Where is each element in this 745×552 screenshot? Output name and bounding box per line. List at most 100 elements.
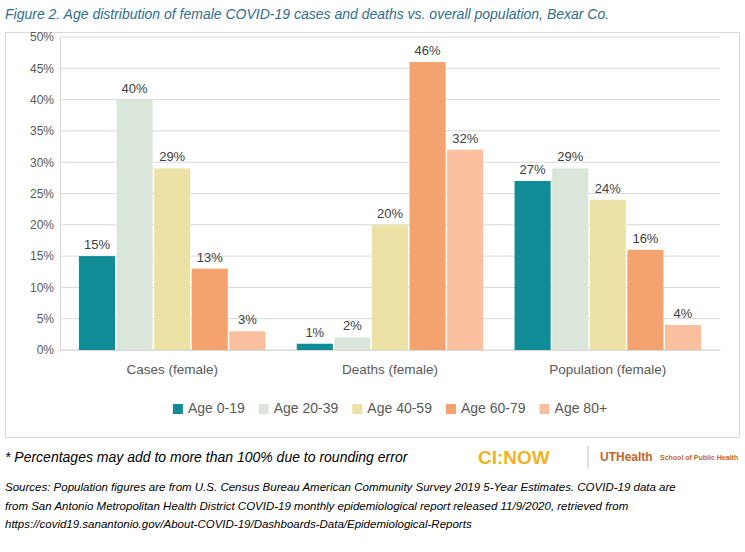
y-tick-label: 40% xyxy=(30,93,54,107)
footnote: * Percentages may add to more than 100% … xyxy=(5,449,409,465)
bar xyxy=(117,100,153,350)
y-tick: 10% xyxy=(30,281,60,295)
bar xyxy=(552,168,588,350)
bar xyxy=(154,168,190,350)
bar-series xyxy=(192,62,664,350)
data-label: 4% xyxy=(674,306,693,321)
logo-text: School of Public Health xyxy=(660,454,738,461)
grid xyxy=(60,37,720,350)
x-tick-label: Population (female) xyxy=(549,362,666,377)
legend-label: Age 80+ xyxy=(555,400,608,416)
source-line: https://covid19.sanantonio.gov/About-COV… xyxy=(5,518,472,530)
bar xyxy=(229,331,265,350)
legend-item: Age 40-59 xyxy=(352,400,432,416)
y-axis: 0% 5% 10% 15% 20% 25% 30% 35% 40% 45% 50% xyxy=(30,30,61,357)
legend-item: Age 80+ xyxy=(540,400,608,416)
x-tick-label: Cases (female) xyxy=(126,362,218,377)
y-tick-label: 50% xyxy=(30,30,54,44)
bar xyxy=(590,200,626,350)
bar xyxy=(372,225,408,350)
grid-line xyxy=(60,130,720,131)
legend-swatch xyxy=(259,404,269,414)
legend-label: Age 40-59 xyxy=(367,400,432,416)
bar xyxy=(192,269,228,350)
bar xyxy=(410,62,446,350)
bar xyxy=(79,256,115,350)
data-label: 40% xyxy=(122,81,148,96)
y-tick-label: 0% xyxy=(37,343,55,357)
legend-swatch xyxy=(173,404,183,414)
y-axis-line xyxy=(60,38,61,351)
y-tick: 50% xyxy=(30,30,60,44)
x-tick: Deaths (female) xyxy=(342,350,438,377)
grid-line xyxy=(60,37,720,38)
x-axis: Cases (female) Deaths (female) Population … xyxy=(61,350,721,377)
data-label: 20% xyxy=(377,206,403,221)
chart-title: Figure 2. Age distribution of female COV… xyxy=(5,6,609,22)
data-label: 27% xyxy=(520,162,546,177)
x-tick: Population (female) xyxy=(549,350,666,377)
source-line: Sources: Population figures are from U.S… xyxy=(5,481,676,493)
legend-label: Age 60-79 xyxy=(461,400,526,416)
data-label: 13% xyxy=(197,250,223,265)
bar xyxy=(297,344,333,350)
logo-text: UTHealth xyxy=(600,450,653,464)
y-tick: 45% xyxy=(30,62,60,76)
data-label: 46% xyxy=(415,43,441,58)
y-tick-label: 35% xyxy=(30,124,54,138)
source-line: from San Antonio Metropolitan Health Dis… xyxy=(5,500,629,512)
bar xyxy=(515,181,551,350)
y-tick-label: 45% xyxy=(30,62,54,76)
y-tick-label: 10% xyxy=(30,281,54,295)
chart-container: Figure 2. Age distribution of female COV… xyxy=(0,0,745,552)
y-tick: 15% xyxy=(30,249,60,263)
y-tick-label: 15% xyxy=(30,249,54,263)
x-tick-label: Deaths (female) xyxy=(342,362,438,377)
bar-series xyxy=(229,150,701,350)
legend-swatch xyxy=(352,404,362,414)
y-tick: 0% xyxy=(37,343,60,357)
legend-item: Age 20-39 xyxy=(259,400,339,416)
bar-series xyxy=(154,168,626,350)
y-tick: 40% xyxy=(30,93,60,107)
legend-item: Age 60-79 xyxy=(446,400,526,416)
grid-line xyxy=(60,68,720,69)
data-label: 15% xyxy=(84,237,110,252)
y-tick: 5% xyxy=(37,312,60,326)
x-tick: Cases (female) xyxy=(126,350,218,377)
data-label: 32% xyxy=(452,131,478,146)
legend-swatch xyxy=(540,404,550,414)
y-tick-label: 25% xyxy=(30,187,54,201)
legend: Age 0-19 Age 20-39 Age 40-59 Age 60-79 Age 8… xyxy=(173,400,607,416)
x-axis-line xyxy=(61,350,721,351)
logo-separator xyxy=(588,446,589,468)
y-tick: 35% xyxy=(30,124,60,138)
y-tick-label: 20% xyxy=(30,218,54,232)
chart-frame xyxy=(6,33,740,438)
bars xyxy=(79,62,701,350)
y-tick: 25% xyxy=(30,187,60,201)
y-tick-label: 5% xyxy=(37,312,55,326)
logo-text: CI:NOW xyxy=(478,447,550,468)
legend-label: Age 20-39 xyxy=(274,400,339,416)
y-tick: 20% xyxy=(30,218,60,232)
data-label: 29% xyxy=(557,149,583,164)
bar xyxy=(627,250,663,350)
y-tick: 30% xyxy=(30,156,60,170)
data-label: 29% xyxy=(159,149,185,164)
grid-line xyxy=(60,99,720,100)
bar xyxy=(447,150,483,350)
legend-item: Age 0-19 xyxy=(173,400,245,416)
bar xyxy=(665,325,701,350)
legend-label: Age 0-19 xyxy=(188,400,245,416)
data-label: 24% xyxy=(595,181,621,196)
data-label: 3% xyxy=(238,312,257,327)
bar-series xyxy=(117,100,589,350)
data-label: 16% xyxy=(632,231,658,246)
data-label: 2% xyxy=(343,318,362,333)
y-tick-label: 30% xyxy=(30,156,54,170)
data-label: 1% xyxy=(305,325,324,340)
bar xyxy=(334,337,370,350)
chart-svg: Figure 2. Age distribution of female COV… xyxy=(0,0,745,552)
legend-swatch xyxy=(446,404,456,414)
